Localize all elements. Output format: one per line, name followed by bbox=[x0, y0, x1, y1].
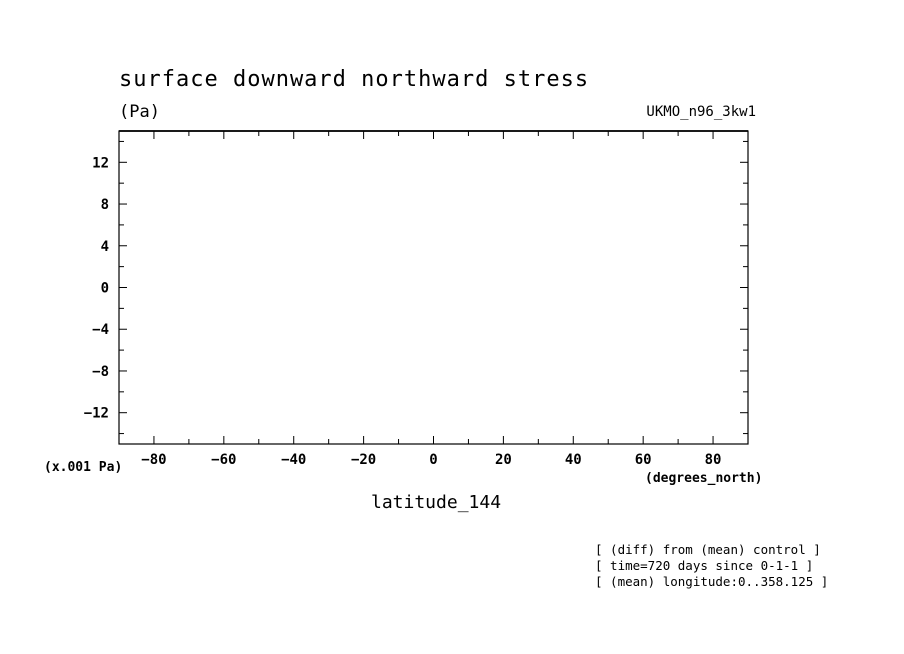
y-tick-label: 4 bbox=[101, 239, 109, 255]
y-tick-label: 0 bbox=[101, 281, 109, 297]
x-tick-label: −80 bbox=[141, 452, 166, 468]
x-tick-label: 0 bbox=[429, 452, 437, 468]
note-line-2: [ time=720 days since 0-1-1 ] bbox=[595, 558, 814, 573]
x-tick-label: 40 bbox=[565, 452, 582, 468]
y-tick-label: 12 bbox=[92, 155, 109, 171]
x-tick-label: −40 bbox=[281, 452, 306, 468]
y-tick-label: −12 bbox=[84, 406, 109, 422]
plot-frame bbox=[118, 130, 749, 445]
y-tick-label: 8 bbox=[101, 197, 109, 213]
x-tick-label: −20 bbox=[351, 452, 376, 468]
x-tick-label: 80 bbox=[705, 452, 722, 468]
y-tick-label: −8 bbox=[92, 364, 109, 380]
x-tick-label: 60 bbox=[635, 452, 652, 468]
model-label: UKMO_n96_3kw1 bbox=[646, 104, 756, 120]
chart-title: surface downward northward stress bbox=[119, 67, 590, 92]
x-tick-label: 20 bbox=[495, 452, 512, 468]
y-tick-label: −4 bbox=[92, 322, 109, 338]
units-label: (Pa) bbox=[119, 102, 160, 122]
note-line-1: [ (diff) from (mean) control ] bbox=[595, 542, 821, 557]
x-axis-label: latitude_144 bbox=[371, 492, 502, 513]
note-line-3: [ (mean) longitude:0..358.125 ] bbox=[595, 574, 829, 589]
notes-block: [ (diff) from (mean) control ] [ time=72… bbox=[595, 542, 828, 590]
x-units-label: (degrees_north) bbox=[645, 471, 763, 486]
scale-label: (x.001 Pa) bbox=[44, 460, 123, 475]
x-tick-label: −60 bbox=[211, 452, 236, 468]
